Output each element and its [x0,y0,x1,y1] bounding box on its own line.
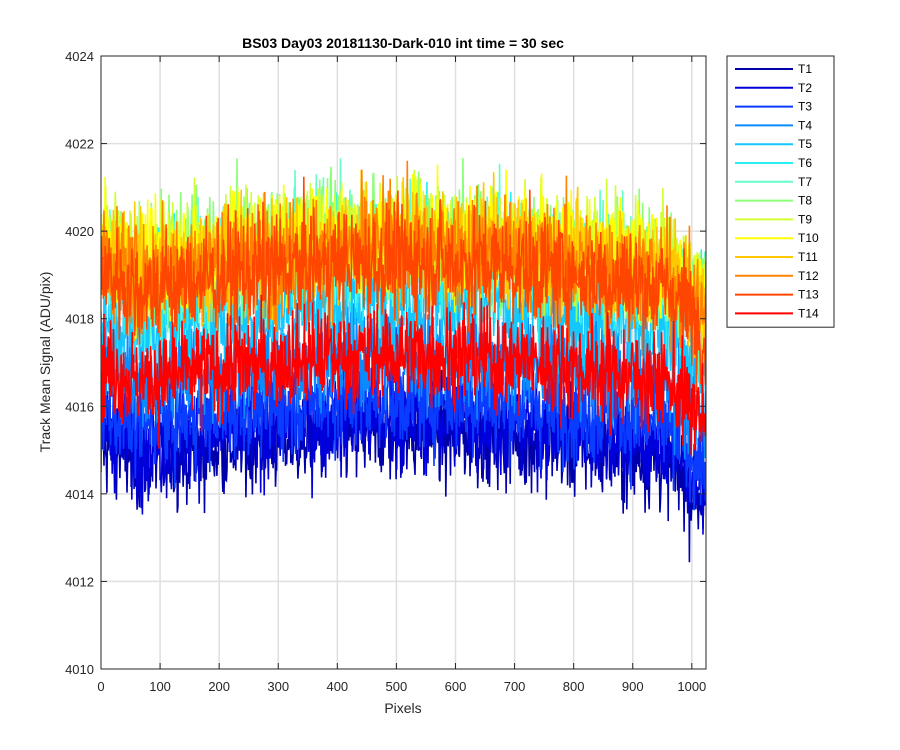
x-tick-label: 200 [208,679,230,694]
x-tick-label: 900 [622,679,644,694]
legend-label: T7 [798,175,812,189]
y-tick-label: 4018 [65,312,94,327]
y-axis-label: Track Mean Signal (ADU/pix) [37,272,53,453]
y-tick-label: 4020 [65,224,94,239]
legend-label: T9 [798,212,812,226]
x-tick-label: 0 [97,679,104,694]
legend-label: T3 [798,100,812,114]
x-tick-label: 500 [386,679,408,694]
x-tick-label: 600 [445,679,467,694]
legend-label: T8 [798,194,812,208]
axis-ticks: 0 100 200 300 400 500 600 700 800 900 1000 4010 4012… [65,49,706,694]
chart-title: BS03 Day03 20181130-Dark-010 int time = … [242,35,564,51]
legend-label: T1 [798,62,812,76]
series-line-t2 [101,344,706,535]
x-tick-label: 700 [504,679,526,694]
legend-label: T10 [798,231,819,245]
y-tick-label: 4014 [65,487,94,502]
legend-label: T6 [798,156,812,170]
legend: T1 T2 T3 T4 T5 T6 T7 T8 T9 T10 T11 T12 T13 T14 [726,55,835,328]
y-tick-label: 4024 [65,49,94,64]
series-line-t14 [101,294,706,456]
legend-label: T2 [798,81,812,95]
legend-label: T5 [798,137,812,151]
x-tick-label: 800 [563,679,585,694]
x-tick-label: 400 [326,679,348,694]
legend-label: T11 [798,250,818,264]
y-tick-label: 4016 [65,399,94,414]
x-axis-label: Pixels [384,700,421,716]
y-tick-label: 4022 [65,137,94,152]
legend-label: T13 [798,288,819,302]
legend-label: T12 [798,269,819,283]
x-tick-label: 100 [149,679,171,694]
legend-label: T4 [798,118,812,132]
legend-box [726,55,835,328]
series-line-t13 [101,176,706,393]
y-tick-label: 4012 [65,574,94,589]
legend-label: T14 [798,306,819,320]
x-tick-label: 1000 [677,679,706,694]
x-tick-label: 300 [267,679,289,694]
plot-frame [100,55,707,670]
y-tick-label: 4010 [65,662,94,677]
series-lines [101,157,706,563]
